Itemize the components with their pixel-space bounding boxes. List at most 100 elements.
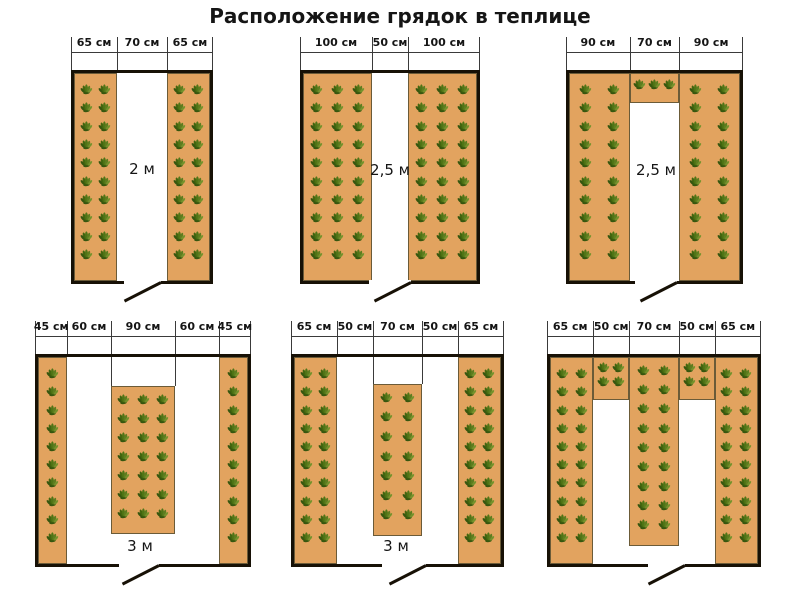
plant-icon <box>330 248 345 260</box>
dimension-line <box>71 52 213 53</box>
plant-icon <box>636 480 651 492</box>
plant-icon <box>45 367 60 379</box>
dimension-tick <box>250 321 251 357</box>
plant-icon <box>555 404 570 416</box>
plant-icon <box>309 175 324 187</box>
garden-bed <box>679 73 740 281</box>
plant-icon <box>738 385 753 397</box>
plant-icon <box>636 422 651 434</box>
plant-icon <box>79 120 94 132</box>
dimension-label: 70 см <box>636 320 672 333</box>
plant-icon <box>79 83 94 95</box>
plant-icon <box>330 193 345 205</box>
plant-icon <box>351 193 366 205</box>
plant-icon <box>719 531 734 543</box>
plant-icon <box>481 513 496 525</box>
plant-icon <box>330 120 345 132</box>
plant-icon <box>738 458 753 470</box>
plant-icon <box>414 156 429 168</box>
plant-icon <box>172 83 187 95</box>
plant-icon <box>136 488 151 500</box>
plant-icon <box>351 83 366 95</box>
plant-icon <box>97 101 112 113</box>
plant-icon <box>317 422 332 434</box>
plant-icon <box>190 230 205 242</box>
plant-icon <box>574 404 589 416</box>
plant-icon <box>606 120 621 132</box>
plant-icon <box>738 404 753 416</box>
plant-icon <box>578 83 593 95</box>
plant-icon <box>226 458 241 470</box>
plant-icon <box>574 422 589 434</box>
plant-icon <box>657 422 672 434</box>
plant-icon <box>317 513 332 525</box>
dimension-label: 70 см <box>380 320 415 333</box>
plant-icon <box>697 375 712 387</box>
dimension-label: 50 см <box>372 36 408 49</box>
plant-icon <box>155 412 170 424</box>
plant-icon <box>317 367 332 379</box>
plant-icon <box>574 458 589 470</box>
plant-icon <box>456 248 471 260</box>
plant-icon <box>414 120 429 132</box>
plant-icon <box>45 422 60 434</box>
plant-icon <box>414 193 429 205</box>
plant-icon <box>481 367 496 379</box>
plant-icon <box>481 385 496 397</box>
dimension-tick <box>503 321 504 357</box>
plant-icon <box>97 156 112 168</box>
plant-icon <box>596 361 611 373</box>
plant-icon <box>190 83 205 95</box>
plant-icon <box>435 193 450 205</box>
plant-icon <box>463 476 478 488</box>
dimension-tick <box>291 321 292 357</box>
plant-icon <box>578 120 593 132</box>
plant-icon <box>463 531 478 543</box>
plant-icon <box>79 248 94 260</box>
dimension-tick <box>372 321 374 384</box>
dimension-label: 65 см <box>463 320 499 333</box>
plant-icon <box>435 175 450 187</box>
plant-icon <box>226 440 241 452</box>
plant-icon <box>716 120 731 132</box>
plant-icon <box>401 450 416 462</box>
plant-icon <box>636 499 651 511</box>
plant-icon <box>555 513 570 525</box>
plant-icon <box>299 367 314 379</box>
plant-icon <box>578 175 593 187</box>
plant-icon <box>116 431 131 443</box>
plant-icon <box>45 440 60 452</box>
plant-icon <box>190 156 205 168</box>
plant-icon <box>574 476 589 488</box>
plant-icon <box>738 513 753 525</box>
plant-icon <box>136 393 151 405</box>
plant-icon <box>299 531 314 543</box>
plant-icon <box>688 230 703 242</box>
plant-icon <box>79 101 94 113</box>
plant-icon <box>190 248 205 260</box>
plant-icon <box>309 248 324 260</box>
plant-icon <box>97 248 112 260</box>
plant-icon <box>414 101 429 113</box>
plant-icon <box>632 78 647 90</box>
plant-icon <box>299 385 314 397</box>
plant-icon <box>79 193 94 205</box>
plant-icon <box>682 361 697 373</box>
plant-icon <box>606 138 621 150</box>
dimension-label: 50 см <box>337 320 373 333</box>
dimension-label: 50 см <box>422 320 458 333</box>
dimension-label: 50 см <box>593 320 629 333</box>
plant-icon <box>172 156 187 168</box>
plant-icon <box>456 101 471 113</box>
plant-icon <box>456 138 471 150</box>
plant-icon <box>435 101 450 113</box>
plant-icon <box>401 430 416 442</box>
plant-icon <box>79 175 94 187</box>
plant-icon <box>574 385 589 397</box>
plant-icon <box>697 361 712 373</box>
plant-icon <box>719 404 734 416</box>
garden-bed <box>569 73 630 281</box>
plant-icon <box>555 385 570 397</box>
plant-icon <box>481 422 496 434</box>
plant-icon <box>636 383 651 395</box>
